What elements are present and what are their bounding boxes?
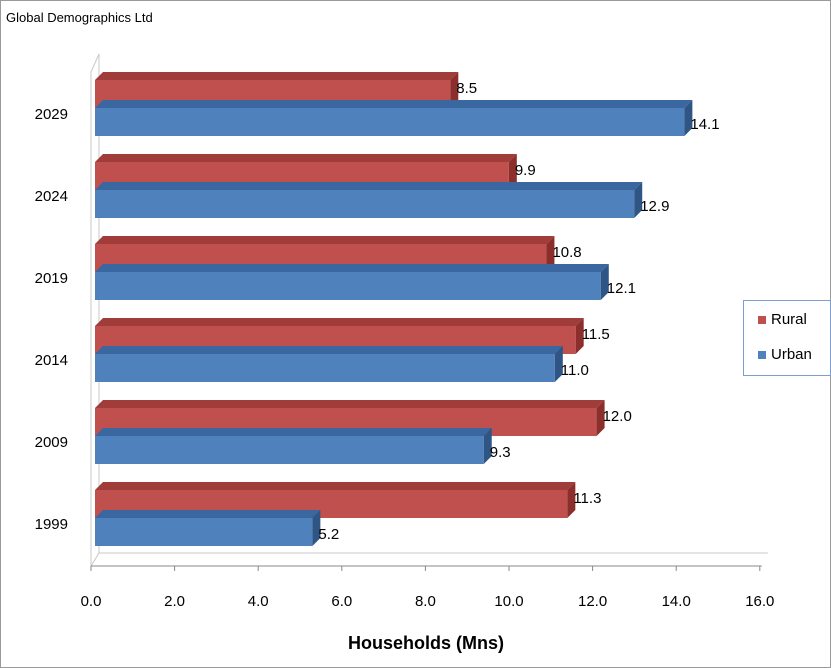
bar-urban-2009	[95, 428, 492, 464]
bar-urban-2029	[95, 100, 693, 136]
bar-rural-2029-side	[450, 72, 459, 108]
bar-urban-2019-top	[95, 264, 609, 272]
bar-urban-2024	[95, 182, 643, 218]
data-label-urban: 14.1	[690, 116, 719, 133]
bar-urban-2014-front	[95, 354, 555, 382]
bar-rural-2024-side	[508, 154, 517, 190]
bar-urban-2014-side	[554, 346, 563, 382]
x-tick-label: 6.0	[331, 593, 352, 610]
bar-urban-2014	[95, 346, 563, 382]
bar-rural-2029-top	[95, 72, 459, 80]
data-label-rural: 11.3	[573, 490, 601, 507]
bar-urban-2024-front	[95, 190, 635, 218]
data-label-urban: 5.2	[318, 526, 339, 543]
chart-walls	[90, 53, 768, 567]
y-tick-label: 2014	[35, 352, 68, 369]
bar-urban-2014-top	[95, 346, 563, 354]
data-label-urban: 9.3	[490, 444, 511, 461]
bar-urban-2024-top	[95, 182, 643, 190]
y-tick-label: 1999	[35, 516, 68, 533]
y-tick-label: 2019	[35, 270, 68, 287]
bar-rural-2019-top	[95, 236, 555, 244]
y-tick-label: 2029	[35, 106, 68, 123]
bar-urban-1999-top	[95, 510, 321, 518]
bar-urban-2009-front	[95, 436, 484, 464]
bar-urban-2019	[95, 264, 609, 300]
data-label-urban: 12.9	[640, 198, 669, 215]
floor-edge	[90, 552, 768, 567]
bar-urban-2009-top	[95, 428, 492, 436]
x-tick-label: 12.0	[578, 593, 607, 610]
x-tick-label: 8.0	[415, 593, 436, 610]
legend-swatch-rural	[758, 315, 766, 324]
data-label-rural: 12.0	[603, 408, 632, 425]
x-tick-label: 2.0	[164, 593, 185, 610]
x-tick-label: 4.0	[248, 593, 269, 610]
data-label-rural: 11.5	[582, 326, 610, 343]
bar-rural-1999-side	[567, 482, 576, 518]
x-axis-label: Households (Mns)	[348, 633, 504, 653]
y-tick-label: 2009	[35, 434, 68, 451]
x-tick-label: 14.0	[662, 593, 691, 610]
bar-rural-2024-top	[95, 154, 517, 162]
x-tick-label: 0.0	[81, 593, 102, 610]
bar-rural-2019-side	[546, 236, 555, 272]
legend: Rural Urban	[743, 300, 831, 376]
bars-layer	[95, 72, 693, 546]
bar-urban-2024-side	[634, 182, 643, 218]
bar-rural-2009-side	[596, 400, 605, 436]
bar-urban-2009-side	[483, 428, 492, 464]
source-label: Global Demographics Ltd	[6, 10, 153, 25]
x-tick-label: 16.0	[745, 593, 774, 610]
bar-rural-2009-top	[95, 400, 605, 408]
bar-urban-2029-top	[95, 100, 693, 108]
axes-layer: 0.0 2.0 4.0 6.0 8.0 10.0 12.0 14.0 16.0	[81, 565, 774, 610]
bar-rural-2014-side	[575, 318, 584, 354]
data-label-urban: 11.0	[561, 362, 589, 379]
legend-label-rural: Rural	[771, 311, 807, 328]
data-label-rural: 8.5	[456, 80, 477, 97]
legend-label-urban: Urban	[771, 346, 812, 363]
bar-rural-1999	[95, 482, 576, 518]
bar-urban-2029-front	[95, 108, 685, 136]
side-wall-edge	[90, 53, 100, 566]
bar-urban-2019-front	[95, 272, 601, 300]
legend-item-rural: Rural	[758, 311, 807, 328]
bar-urban-1999	[95, 510, 321, 546]
legend-item-urban: Urban	[758, 346, 812, 363]
bar-urban-1999-side	[312, 510, 321, 546]
data-label-rural: 10.8	[552, 244, 581, 261]
bar-urban-2019-side	[600, 264, 609, 300]
y-tick-label: 2024	[35, 188, 68, 205]
bar-urban-2029-side	[684, 100, 693, 136]
legend-swatch-urban	[758, 350, 766, 359]
data-label-rural: 9.9	[515, 162, 536, 179]
data-label-urban: 12.1	[607, 280, 636, 297]
labels-layer: 8.5 14.1 2029 9.9 12.9 2024 10.8 12.1 2019 11.5 11…	[35, 80, 720, 543]
bar-urban-1999-front	[95, 518, 313, 546]
bar-rural-1999-top	[95, 482, 576, 490]
bar-rural-2014-top	[95, 318, 584, 326]
x-tick-label: 10.0	[494, 593, 523, 610]
